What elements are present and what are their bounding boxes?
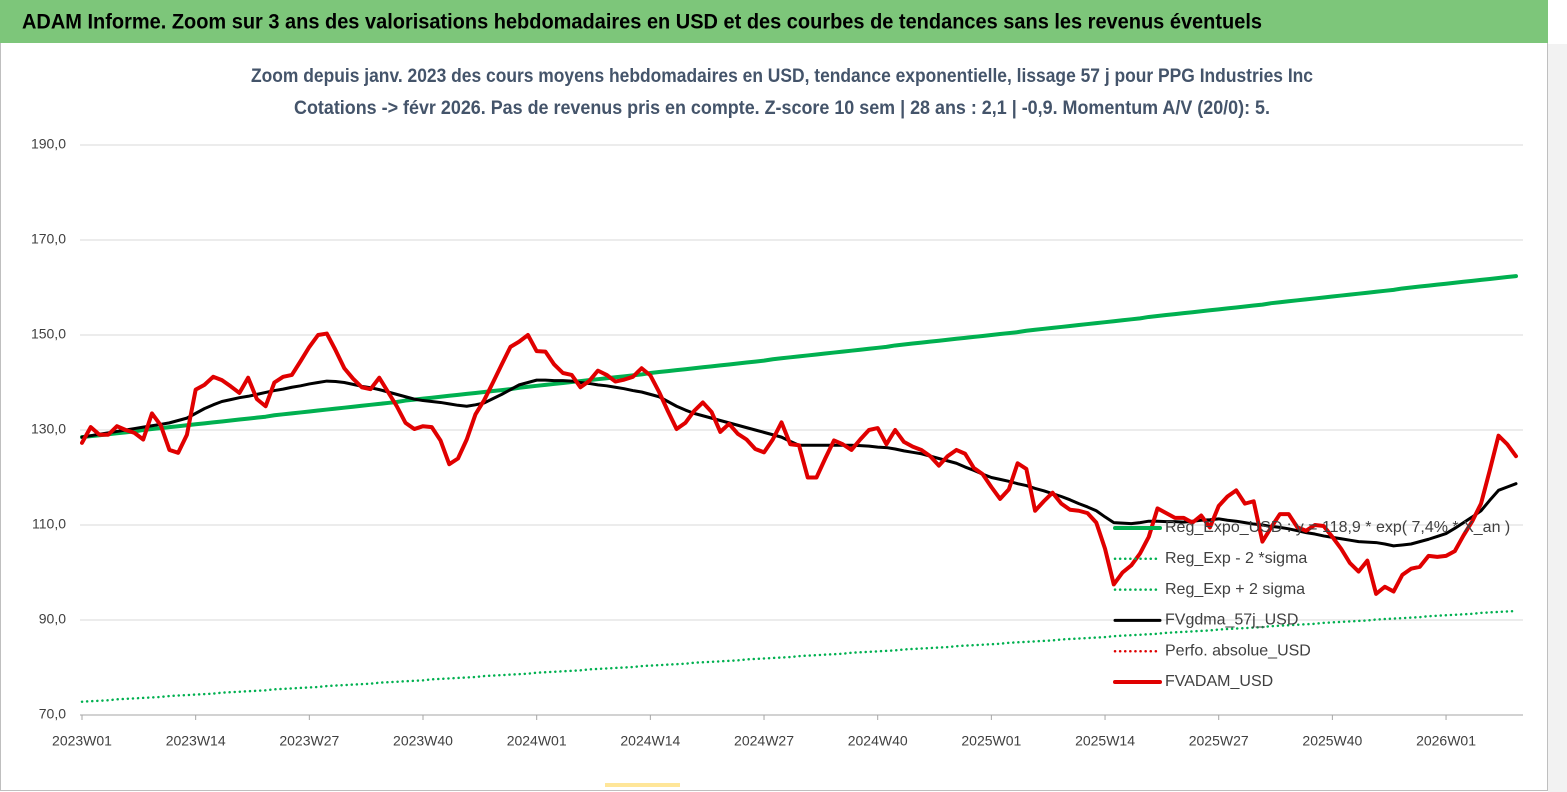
legend-label: FVADAM_USD [1165,673,1273,690]
y-tick-label: 150,0 [31,326,66,342]
legend-label: Reg_Expo_USD : y = 118,9 * exp( 7,4% * X… [1165,519,1510,536]
legend-label: Reg_Exp + 2 sigma [1165,581,1305,598]
title-box [246,58,1314,128]
x-tick-label: 2023W01 [52,733,112,749]
axes: 70,0 90,0 110,0 130,0 150,0 170,0 190,0 2023W01… [31,136,1523,749]
x-tick-label: 2026W01 [1416,733,1476,749]
x-tick-label: 2024W40 [848,733,908,749]
x-tick-label: 2023W27 [279,733,339,749]
x-tick-label: 2023W14 [166,733,226,749]
y-tick-label: 190,0 [31,136,66,152]
x-tick-label: 2025W14 [1075,733,1135,749]
header-title: ADAM Informe. Zoom sur 3 ans des valoris… [22,11,1262,34]
side-strip [1548,44,1567,792]
legend: Reg_Expo_USD : y = 118,9 * exp( 7,4% * X… [1113,519,1510,690]
chart-title: Zoom depuis janv. 2023 des cours moyens … [251,66,1313,87]
y-tick-label: 130,0 [31,421,66,437]
chart-subtitle: Cotations -> févr 2026. Pas de revenus p… [294,98,1270,119]
series-line [80,331,1518,596]
scroll-mark [605,783,680,787]
y-tick-label: 90,0 [39,611,66,627]
grid [80,144,1523,716]
x-tick-label: 2025W27 [1189,733,1249,749]
x-tick-label: 2025W40 [1302,733,1362,749]
y-tick-label: 110,0 [32,516,66,532]
x-tick-label: 2024W27 [734,733,794,749]
legend-label: Perfo. absolue_USD [1165,642,1311,659]
y-tick-label: 70,0 [39,706,66,722]
x-tick-label: 2023W40 [393,733,453,749]
legend-label: FVgdma_57j_USD [1165,612,1298,629]
y-tick-label: 170,0 [31,231,66,247]
x-tick-label: 2024W01 [507,733,567,749]
series-line [80,274,1518,440]
header-bar [0,0,1548,43]
legend-label: Reg_Exp - 2 *sigma [1165,550,1307,567]
x-tick-label: 2025W01 [961,733,1021,749]
x-tick-label: 2024W14 [620,733,680,749]
series-line [80,609,1518,703]
plot [80,274,1518,703]
